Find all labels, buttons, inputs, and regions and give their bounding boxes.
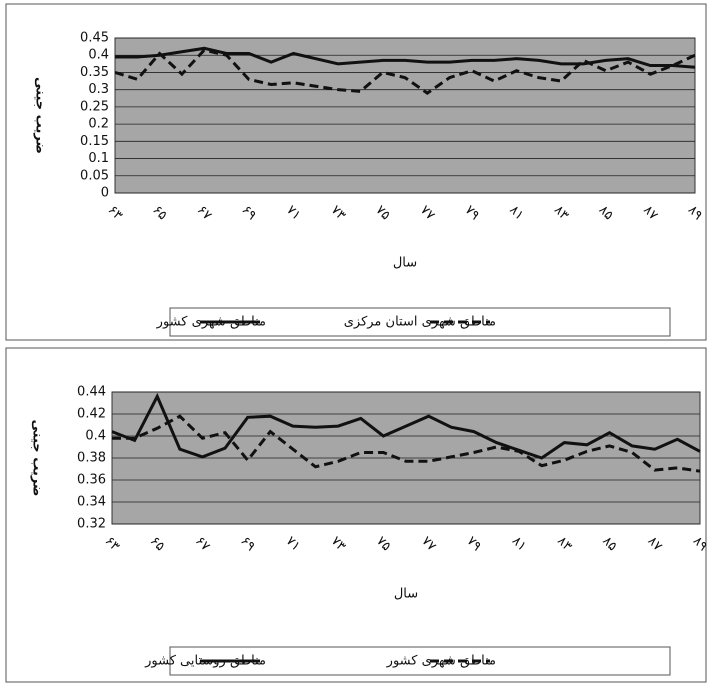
y-axis-label: ضریب جینی bbox=[30, 420, 45, 497]
x-tick-label: ۸۵ bbox=[599, 534, 619, 554]
y-tick-label: 0.42 bbox=[77, 407, 106, 422]
x-tick-label: ۷۷ bbox=[417, 203, 437, 223]
x-axis-label: سال bbox=[393, 256, 417, 271]
x-tick-label: ۷۵ bbox=[373, 534, 393, 554]
x-tick-label: ۸۷ bbox=[645, 534, 665, 554]
legend-label: مناطق شهری کشور bbox=[156, 315, 266, 330]
x-tick-label: ۷۱ bbox=[283, 534, 303, 554]
y-tick-label: 0.32 bbox=[77, 517, 106, 532]
x-tick-label: ۸۹ bbox=[690, 534, 708, 554]
legend-label: مناطق شهری استان مرکزی bbox=[344, 315, 496, 330]
y-tick-label: 0.34 bbox=[77, 495, 106, 510]
x-tick-label: ۸۳ bbox=[554, 534, 574, 554]
x-tick-label: ۸۱ bbox=[509, 534, 529, 554]
legend-label: مناطق شهری کشور bbox=[386, 654, 496, 669]
x-tick-label: ۸۳ bbox=[551, 203, 571, 223]
x-tick-label: ۸۱ bbox=[506, 203, 526, 223]
x-tick-label: ۸۹ bbox=[685, 203, 705, 223]
x-tick-label: ۶۹ bbox=[239, 203, 259, 223]
y-tick-label: 0.05 bbox=[80, 168, 109, 183]
series-line bbox=[114, 48, 696, 95]
y-tick-label: 0.15 bbox=[80, 134, 109, 149]
y-tick-label: 0.4 bbox=[88, 48, 109, 63]
x-axis-label: سال bbox=[394, 587, 418, 602]
x-tick-label: ۶۵ bbox=[147, 534, 167, 554]
x-tick-label: ۸۷ bbox=[640, 203, 660, 223]
y-tick-label: 0.38 bbox=[77, 451, 106, 466]
x-tick-label: ۷۳ bbox=[328, 203, 348, 223]
x-tick-label: ۷۹ bbox=[464, 534, 484, 554]
chart-frame bbox=[5, 3, 707, 341]
x-tick-label: ۷۹ bbox=[462, 203, 482, 223]
y-tick-label: 0.45 bbox=[80, 31, 109, 46]
series-line bbox=[111, 392, 701, 460]
x-tick-label: ۷۱ bbox=[283, 203, 303, 223]
y-tick-label: 0.35 bbox=[80, 65, 109, 80]
legend-label: مناطق روستایی کشور bbox=[144, 654, 266, 669]
y-tick-label: 0.25 bbox=[80, 99, 109, 114]
y-tick-label: 0 bbox=[101, 186, 109, 201]
x-tick-label: ۶۵ bbox=[149, 203, 169, 223]
chart-frame bbox=[5, 347, 707, 683]
y-tick-label: 0.36 bbox=[77, 473, 106, 488]
y-tick-label: 0.2 bbox=[88, 117, 109, 132]
x-tick-label: ۷۵ bbox=[372, 203, 392, 223]
y-tick-label: 0.4 bbox=[85, 429, 106, 444]
x-tick-label: ۸۵ bbox=[596, 203, 616, 223]
x-tick-label: ۶۳ bbox=[102, 534, 122, 554]
x-tick-label: ۷۷ bbox=[418, 534, 438, 554]
x-tick-label: ۶۹ bbox=[237, 534, 257, 554]
series-line bbox=[112, 414, 701, 473]
x-tick-label: ۶۳ bbox=[105, 203, 125, 223]
y-tick-label: 0.1 bbox=[88, 151, 109, 166]
y-tick-label: 0.44 bbox=[77, 385, 106, 400]
x-tick-label: ۶۷ bbox=[192, 534, 212, 554]
plot-area bbox=[114, 37, 696, 194]
x-tick-label: ۷۳ bbox=[328, 534, 348, 554]
x-tick-label: ۶۷ bbox=[194, 203, 214, 223]
y-tick-label: 0.3 bbox=[88, 82, 109, 97]
series-line bbox=[115, 46, 696, 69]
y-axis-label: ضریب جینی bbox=[33, 77, 48, 154]
